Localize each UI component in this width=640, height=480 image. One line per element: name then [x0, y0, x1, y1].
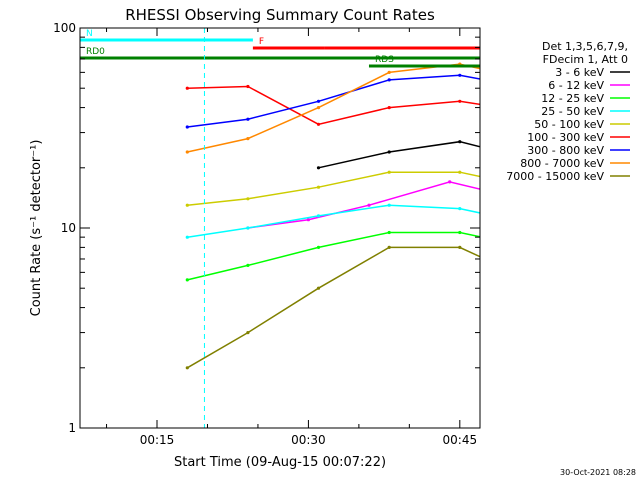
data-point-s7-4 — [387, 78, 391, 82]
data-point-s4-5 — [458, 207, 462, 211]
data-point-s6-5 — [458, 99, 462, 103]
x-tick-label: 00:15 — [140, 433, 175, 447]
data-point-s8-2 — [246, 137, 250, 141]
series-layer — [185, 62, 480, 370]
data-point-s6-2 — [246, 84, 250, 89]
plot-area: N F RD0 RDS 00:15 00:30 00:45 1 10 100 — [53, 21, 481, 447]
footer-timestamp: 30-Oct-2021 08:28 — [560, 468, 636, 477]
data-point-s1-1 — [316, 166, 321, 170]
legend-label-4: 25 - 50 keV — [541, 105, 604, 118]
data-point-s4-4 — [387, 203, 391, 207]
data-point-s3-4 — [387, 230, 391, 235]
series-line-4 — [187, 204, 480, 238]
series-line-8 — [187, 63, 480, 153]
data-point-s5-2 — [246, 197, 250, 201]
y-tick-label: 1 — [68, 421, 76, 435]
legend-label-7: 300 - 800 keV — [527, 144, 604, 157]
data-point-s3-5 — [458, 230, 462, 235]
data-point-s7-3 — [316, 99, 321, 103]
data-point-s3-2 — [246, 263, 250, 267]
legend-label-8: 800 - 7000 keV — [520, 157, 604, 170]
data-point-s8-1 — [185, 150, 189, 154]
legend-header-line-1: Det 1,3,5,6,7,9, — [542, 40, 628, 53]
y-tick-label: 10 — [61, 221, 76, 235]
data-point-s5-1 — [185, 203, 189, 207]
data-point-s1-3 — [458, 140, 462, 144]
flag-bars-layer: N F RD0 RDS — [80, 29, 480, 68]
data-point-s5-5 — [458, 170, 462, 174]
data-point-s8-4 — [387, 70, 391, 74]
x-axis-label: Start Time (09-Aug-15 00:07:22) — [174, 455, 386, 470]
chart-title: RHESSI Observing Summary Count Rates — [125, 6, 435, 24]
series-line-9 — [186, 246, 480, 369]
legend-label-1: 3 - 6 keV — [555, 66, 604, 79]
data-point-s2-3 — [367, 203, 371, 207]
x-tick-label: 00:45 — [443, 433, 478, 447]
data-point-s4-1 — [185, 235, 189, 239]
data-point-s2-2 — [306, 218, 310, 222]
series-line-2 — [247, 181, 480, 229]
data-point-s3-1 — [185, 278, 189, 282]
legend: Det 1,3,5,6,7,9, FDecim 1, Att 0 3 - 6 k… — [506, 40, 630, 183]
data-point-s9-3 — [316, 286, 321, 290]
data-point-s7-2 — [246, 117, 250, 121]
legend-label-9: 7000 - 15000 keV — [506, 170, 604, 183]
legend-label-5: 50 - 100 keV — [534, 118, 604, 131]
y-tick-label: 100 — [53, 21, 76, 35]
series-line-3 — [187, 231, 480, 281]
series-line-1 — [318, 140, 480, 169]
data-point-s5-3 — [316, 185, 321, 189]
flag-label-f: F — [259, 37, 264, 47]
legend-label-3: 12 - 25 keV — [541, 92, 604, 105]
data-point-s5-4 — [387, 170, 391, 174]
data-point-s9-4 — [387, 245, 391, 249]
data-point-s4-3 — [316, 214, 321, 218]
data-point-s3-3 — [316, 245, 321, 249]
data-point-s2-4 — [448, 180, 452, 184]
legend-header-line-2: FDecim 1, Att 0 — [543, 53, 628, 66]
flag-label-n: N — [86, 29, 93, 39]
data-point-s7-1 — [185, 125, 189, 129]
data-point-s9-1 — [185, 366, 189, 370]
data-point-s8-3 — [316, 106, 321, 110]
data-point-s6-3 — [316, 122, 321, 126]
y-axis-label: Count Rate (s⁻¹ detector⁻¹) — [29, 140, 44, 317]
data-point-s9-2 — [246, 331, 250, 335]
x-tick-label: 00:30 — [291, 433, 326, 447]
flag-label-rds: RDS — [375, 55, 394, 65]
legend-label-6: 100 - 300 keV — [527, 131, 604, 144]
data-point-s6-1 — [185, 86, 189, 90]
flag-label-rd0: RD0 — [86, 47, 105, 57]
series-line-5 — [187, 171, 480, 206]
legend-label-2: 6 - 12 keV — [548, 79, 604, 92]
series-line-7 — [187, 74, 480, 128]
data-point-s9-5 — [458, 245, 462, 249]
data-point-s7-5 — [458, 73, 462, 77]
axis-ticks: 00:15 00:30 00:45 1 10 100 — [53, 21, 480, 447]
data-point-s6-4 — [387, 106, 391, 110]
data-point-s1-2 — [387, 150, 391, 154]
data-point-s4-2 — [246, 226, 250, 230]
series-line-6 — [187, 85, 480, 126]
